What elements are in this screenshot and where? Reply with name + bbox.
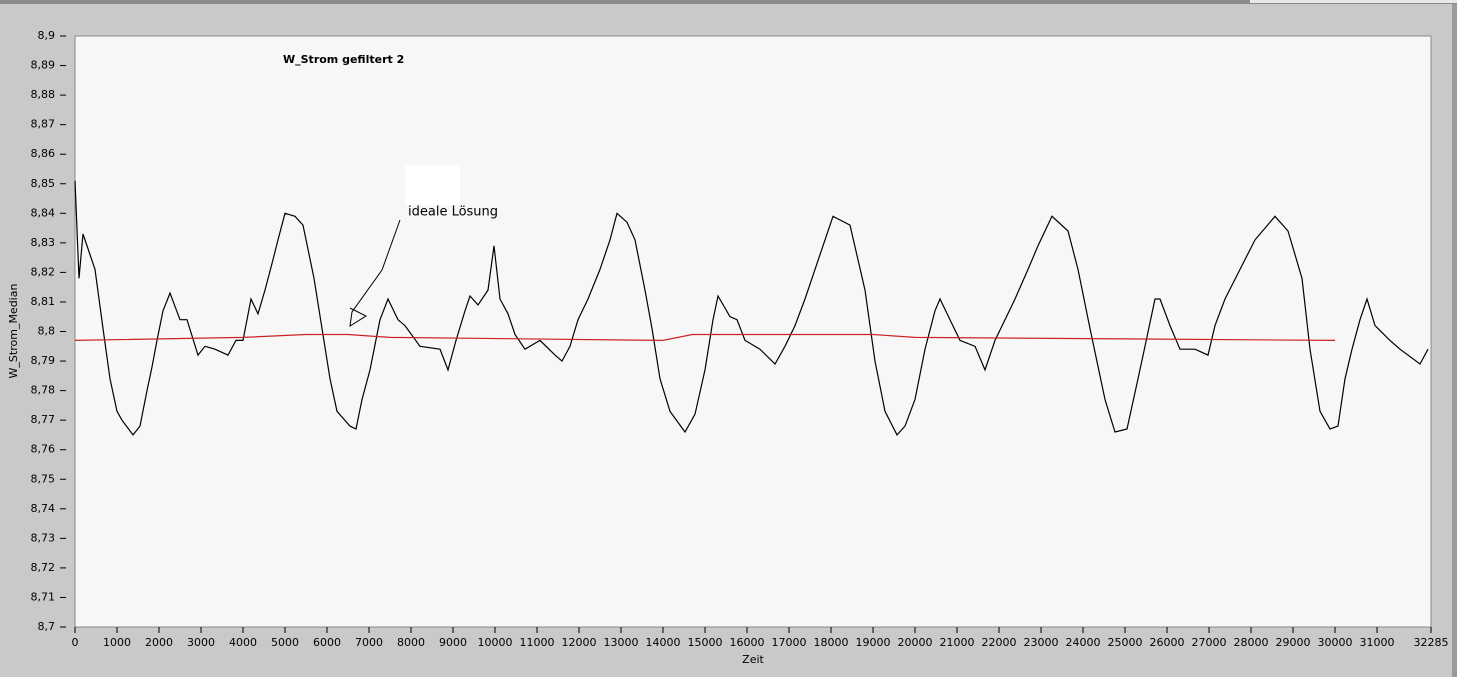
x-tick-label: 2000 — [145, 636, 173, 649]
right-border — [1452, 4, 1457, 677]
y-tick-label: 8,87 — [31, 118, 56, 131]
y-tick-label: 8,85 — [31, 177, 56, 190]
y-tick-label: 8,86 — [31, 147, 56, 160]
y-tick-label: 8,71 — [31, 590, 56, 603]
x-tick-label: 28000 — [1234, 636, 1269, 649]
y-tick-label: 8,75 — [31, 472, 56, 485]
plot-area — [74, 35, 1432, 628]
x-tick-label: 9000 — [439, 636, 467, 649]
x-tick-label: 5000 — [271, 636, 299, 649]
toolbar-edge — [1250, 0, 1457, 3]
x-tick-label: 17000 — [772, 636, 807, 649]
y-tick-label: 8,77 — [31, 413, 56, 426]
x-tick-label: 32285 — [1414, 636, 1449, 649]
y-tick-label: 8,76 — [31, 443, 56, 456]
data-line — [74, 333, 1336, 342]
annotation-arrow — [349, 219, 401, 327]
x-tick-label: 19000 — [856, 636, 891, 649]
y-tick-label: 8,81 — [31, 295, 56, 308]
x-tick-label: 26000 — [1150, 636, 1185, 649]
data-line — [74, 180, 1429, 436]
x-tick-label: 31000 — [1360, 636, 1395, 649]
x-tick-label: 18000 — [814, 636, 849, 649]
x-tick-label: 16000 — [730, 636, 765, 649]
annotation: ideale Lösung — [408, 205, 498, 220]
x-tick-label: 6000 — [313, 636, 341, 649]
x-tick-label: 29000 — [1276, 636, 1311, 649]
x-tick-label: 22000 — [982, 636, 1017, 649]
x-tick-label: 30000 — [1318, 636, 1353, 649]
y-tick-label: 8,78 — [31, 384, 56, 397]
x-tick-label: 27000 — [1192, 636, 1227, 649]
y-tick-label: 8,7 — [38, 620, 56, 633]
y-axis-label: W_Strom_Median — [7, 284, 20, 379]
x-axis-label: Zeit — [742, 653, 764, 666]
x-tick-label: 4000 — [229, 636, 257, 649]
white-blot — [405, 165, 460, 205]
x-tick-label: 10000 — [478, 636, 513, 649]
y-tick-label: 8,73 — [31, 531, 56, 544]
x-tick-label: 15000 — [688, 636, 723, 649]
x-tick-label: 13000 — [604, 636, 639, 649]
x-tick-label: 14000 — [646, 636, 681, 649]
y-tick-label: 8,88 — [31, 88, 56, 101]
y-tick-label: 8,83 — [31, 236, 56, 249]
chart-title: W_Strom gefiltert 2 — [283, 53, 404, 66]
y-tick-label: 8,84 — [31, 206, 56, 219]
y-tick-label: 8,79 — [31, 354, 56, 367]
x-tick-label: 12000 — [562, 636, 597, 649]
y-tick-label: 8,89 — [31, 59, 56, 72]
x-tick-label: 8000 — [397, 636, 425, 649]
x-tick-label: 1000 — [103, 636, 131, 649]
y-tick-label: 8,9 — [38, 29, 56, 42]
y-tick-label: 8,82 — [31, 265, 56, 278]
x-tick-label: 25000 — [1108, 636, 1143, 649]
x-tick-label: 23000 — [1024, 636, 1059, 649]
y-tick-label: 8,72 — [31, 561, 56, 574]
x-tick-label: 7000 — [355, 636, 383, 649]
x-tick-label: 11000 — [520, 636, 555, 649]
y-tick-label: 8,8 — [38, 325, 56, 338]
x-tick-label: 21000 — [940, 636, 975, 649]
x-tick-label: 24000 — [1066, 636, 1101, 649]
x-tick-label: 20000 — [898, 636, 933, 649]
top-border — [0, 0, 1457, 4]
x-tick-label: 3000 — [187, 636, 215, 649]
y-tick-label: 8,74 — [31, 502, 56, 515]
x-tick-label: 0 — [72, 636, 79, 649]
